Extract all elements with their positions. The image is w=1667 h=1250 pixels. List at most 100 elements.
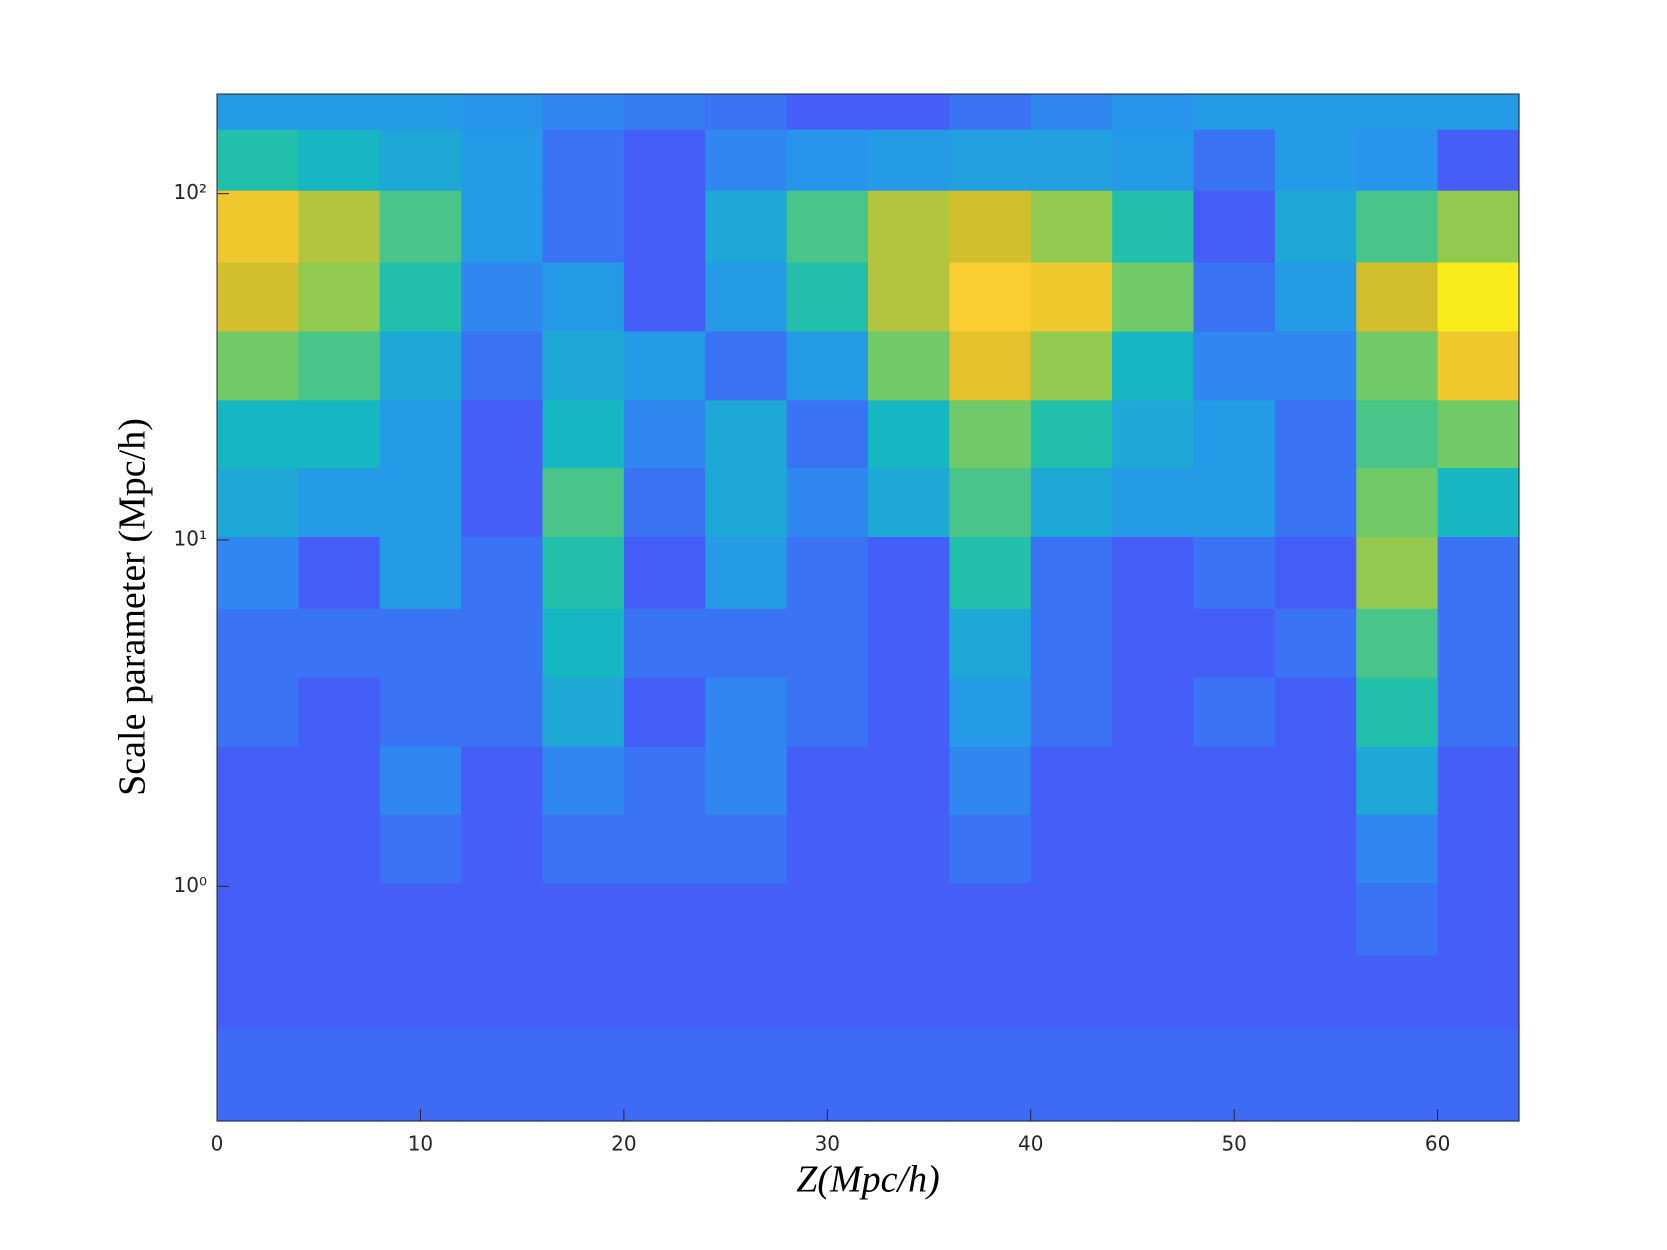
heatmap-cell <box>1030 883 1113 956</box>
heatmap-cell <box>949 468 1032 538</box>
heatmap-cell <box>1356 468 1439 538</box>
x-tick-label: 40 <box>1018 1132 1043 1156</box>
heatmap-cell <box>1030 608 1113 679</box>
heatmap-cell <box>1274 608 1357 679</box>
heatmap-cell <box>217 608 299 679</box>
heatmap-cell <box>1274 331 1357 401</box>
heatmap-cell <box>1193 94 1276 131</box>
heatmap-cell <box>949 955 1032 1030</box>
heatmap-cell <box>1274 1028 1357 1122</box>
heatmap-cell <box>1437 883 1520 956</box>
heatmap-cell <box>379 190 462 264</box>
heatmap-cell <box>1356 94 1439 131</box>
x-tick-label: 60 <box>1425 1132 1450 1156</box>
heatmap-cell <box>379 677 462 748</box>
heatmap-cell <box>1112 537 1195 610</box>
heatmap-cell <box>461 190 544 264</box>
heatmap-cell <box>1030 331 1113 401</box>
heatmap-cell <box>705 1028 788 1122</box>
heatmap-cell <box>623 331 706 401</box>
heatmap-cell <box>461 468 544 538</box>
heatmap-cell <box>623 94 706 131</box>
heatmap-cell <box>1274 190 1357 264</box>
heatmap-cell <box>786 608 869 679</box>
y-tick-label: 10⁰ <box>174 873 207 897</box>
heatmap-cell <box>949 746 1032 816</box>
heatmap-cell <box>542 677 625 748</box>
heatmap-cell <box>1112 400 1195 469</box>
heatmap-cell <box>1193 262 1276 333</box>
heatmap-cell <box>949 537 1032 610</box>
heatmap-cell <box>1356 746 1439 816</box>
heatmap-cell <box>379 94 462 131</box>
heatmap-cell <box>623 190 706 264</box>
heatmap-cell <box>1193 746 1276 816</box>
heatmap-cell <box>786 331 869 401</box>
heatmap-cell <box>217 190 299 264</box>
heatmap-cell <box>1112 814 1195 884</box>
y-tick-label: 10¹ <box>174 526 207 550</box>
heatmap-cell <box>868 129 950 192</box>
heatmap-cell <box>542 262 625 333</box>
heatmap-cell <box>1112 608 1195 679</box>
heatmap-cell <box>786 677 869 748</box>
heatmap-cell <box>379 1028 462 1122</box>
heatmap-cell <box>705 608 788 679</box>
heatmap-cell <box>705 746 788 816</box>
heatmap-cell <box>298 129 381 192</box>
heatmap-cell <box>1437 468 1520 538</box>
heatmap-cell <box>298 262 381 333</box>
heatmap-cell <box>1274 677 1357 748</box>
heatmap-cell <box>1193 955 1276 1030</box>
heatmap-cell <box>1274 129 1357 192</box>
heatmap-cell <box>1193 537 1276 610</box>
heatmap-cell <box>1112 94 1195 131</box>
heatmap-cell <box>623 955 706 1030</box>
heatmap-cell <box>868 331 950 401</box>
heatmap-cell <box>298 1028 381 1122</box>
heatmap-cell <box>1112 190 1195 264</box>
heatmap-cell <box>1112 129 1195 192</box>
heatmap-cell <box>1030 190 1113 264</box>
heatmap-cell <box>379 129 462 192</box>
heatmap-cell <box>542 468 625 538</box>
heatmap-cell <box>1356 537 1439 610</box>
heatmap-cell <box>1030 129 1113 192</box>
heatmap-cell <box>298 608 381 679</box>
heatmap-cell <box>217 814 299 884</box>
heatmap-cell <box>217 129 299 192</box>
heatmap-cell <box>461 537 544 610</box>
heatmap-cell <box>1356 129 1439 192</box>
plot-frame <box>216 93 1520 1122</box>
heatmap-cell <box>1274 400 1357 469</box>
heatmap-cell <box>1437 331 1520 401</box>
heatmap-cell <box>868 468 950 538</box>
heatmap-cell <box>1112 677 1195 748</box>
heatmap-cell <box>1356 814 1439 884</box>
heatmap-cell <box>868 94 950 131</box>
heatmap-cell <box>461 331 544 401</box>
heatmap-cell <box>1274 746 1357 816</box>
heatmap-cell <box>1193 331 1276 401</box>
heatmap-cell <box>786 883 869 956</box>
heatmap-cell <box>298 677 381 748</box>
heatmap-cell <box>1274 814 1357 884</box>
heatmap-cell <box>623 746 706 816</box>
heatmap-cell <box>217 883 299 956</box>
heatmap-cell <box>379 400 462 469</box>
heatmap-cell <box>1356 955 1439 1030</box>
heatmap-cell <box>1193 400 1276 469</box>
heatmap-cell <box>542 608 625 679</box>
heatmap-cell <box>949 883 1032 956</box>
heatmap-cell <box>542 1028 625 1122</box>
y-tick-label: 10² <box>174 180 207 204</box>
heatmap-cell <box>542 955 625 1030</box>
heatmap-cell <box>298 814 381 884</box>
heatmap-cell <box>217 537 299 610</box>
heatmap-cell <box>705 129 788 192</box>
heatmap-cell <box>1112 1028 1195 1122</box>
heatmap-cell <box>786 468 869 538</box>
heatmap-cell <box>1274 537 1357 610</box>
heatmap-cell <box>298 190 381 264</box>
